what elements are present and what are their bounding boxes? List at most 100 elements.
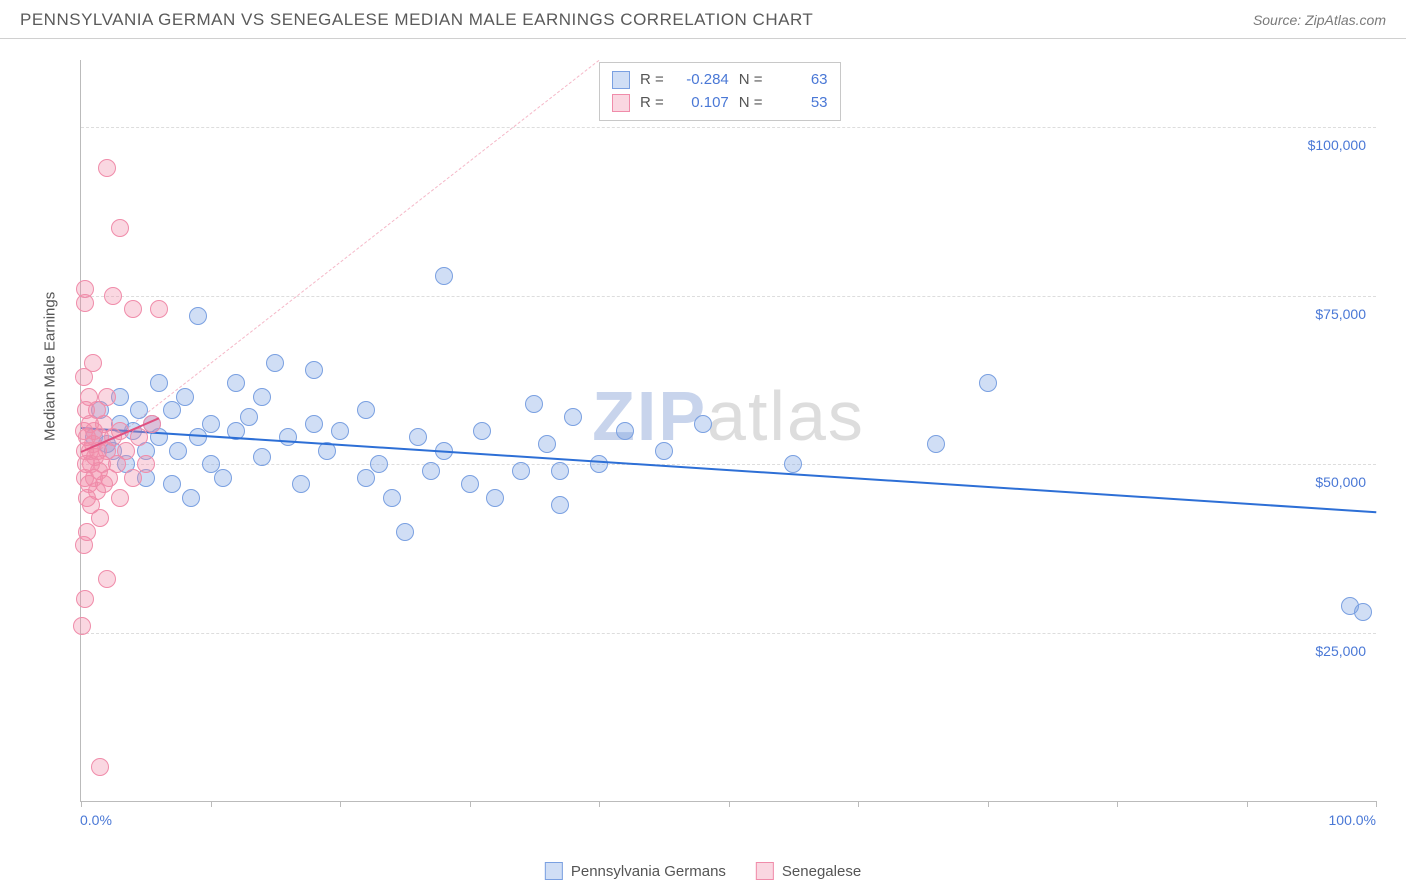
y-tick-label: $25,000 xyxy=(1315,643,1366,659)
data-point xyxy=(473,422,491,440)
x-tick xyxy=(599,801,600,807)
data-point xyxy=(266,354,284,372)
trend-line xyxy=(81,427,1376,513)
data-point xyxy=(163,401,181,419)
data-point xyxy=(655,442,673,460)
data-point xyxy=(104,287,122,305)
data-point xyxy=(111,219,129,237)
y-axis-title: Median Male Earnings xyxy=(42,292,59,441)
data-point xyxy=(253,448,271,466)
data-point xyxy=(137,455,155,473)
legend-bottom: Pennsylvania Germans Senegalese xyxy=(545,862,861,880)
data-point xyxy=(564,408,582,426)
data-point xyxy=(75,368,93,386)
data-point xyxy=(927,435,945,453)
scatter-plot: ZIPatlas R = -0.284 N = 63 R = 0.107 N =… xyxy=(80,60,1376,802)
gridline-h xyxy=(81,464,1376,465)
y-tick-label: $100,000 xyxy=(1308,137,1366,153)
data-point xyxy=(202,415,220,433)
reference-dashed-line xyxy=(81,60,600,465)
data-point xyxy=(461,475,479,493)
data-point xyxy=(1354,603,1372,621)
watermark-part1: ZIP xyxy=(592,377,707,455)
data-point xyxy=(396,523,414,541)
chart-source: Source: ZipAtlas.com xyxy=(1253,12,1386,28)
data-point xyxy=(357,469,375,487)
legend-label-series2: Senegalese xyxy=(782,863,861,880)
y-tick-label: $75,000 xyxy=(1315,306,1366,322)
legend-label-series1: Pennsylvania Germans xyxy=(571,863,726,880)
data-point xyxy=(163,475,181,493)
data-point xyxy=(694,415,712,433)
data-point xyxy=(189,428,207,446)
data-point xyxy=(176,388,194,406)
legend-swatch-series1 xyxy=(545,862,563,880)
y-tick-label: $50,000 xyxy=(1315,474,1366,490)
data-point xyxy=(357,401,375,419)
data-point xyxy=(551,496,569,514)
data-point xyxy=(117,442,135,460)
legend-item-series2: Senegalese xyxy=(756,862,861,880)
data-point xyxy=(305,361,323,379)
data-point xyxy=(98,388,116,406)
data-point xyxy=(169,442,187,460)
data-point xyxy=(331,422,349,440)
data-point xyxy=(214,469,232,487)
watermark-part2: atlas xyxy=(707,377,865,455)
data-point xyxy=(253,388,271,406)
x-tick xyxy=(340,801,341,807)
data-point xyxy=(98,570,116,588)
swatch-series2 xyxy=(612,94,630,112)
chart-area: Median Male Earnings ZIPatlas R = -0.284… xyxy=(50,50,1396,832)
x-tick xyxy=(988,801,989,807)
data-point xyxy=(124,469,142,487)
n-label-2: N = xyxy=(739,92,763,115)
r-value-1: -0.284 xyxy=(674,69,729,92)
x-tick xyxy=(729,801,730,807)
data-point xyxy=(292,475,310,493)
data-point xyxy=(150,300,168,318)
data-point xyxy=(512,462,530,480)
r-label-2: R = xyxy=(640,92,664,115)
legend-swatch-series2 xyxy=(756,862,774,880)
data-point xyxy=(422,462,440,480)
data-point xyxy=(150,374,168,392)
data-point xyxy=(486,489,504,507)
data-point xyxy=(616,422,634,440)
data-point xyxy=(182,489,200,507)
data-point xyxy=(590,455,608,473)
stats-row-series1: R = -0.284 N = 63 xyxy=(612,69,828,92)
chart-header: PENNSYLVANIA GERMAN VS SENEGALESE MEDIAN… xyxy=(0,0,1406,39)
gridline-h xyxy=(81,296,1376,297)
x-tick xyxy=(81,801,82,807)
data-point xyxy=(130,428,148,446)
data-point xyxy=(409,428,427,446)
x-tick xyxy=(1376,801,1377,807)
data-point xyxy=(227,374,245,392)
x-tick xyxy=(211,801,212,807)
data-point xyxy=(279,428,297,446)
data-point xyxy=(305,415,323,433)
data-point xyxy=(240,408,258,426)
data-point xyxy=(189,307,207,325)
data-point xyxy=(75,536,93,554)
data-point xyxy=(551,462,569,480)
x-tick xyxy=(1117,801,1118,807)
watermark: ZIPatlas xyxy=(592,376,865,456)
data-point xyxy=(784,455,802,473)
x-tick xyxy=(858,801,859,807)
data-point xyxy=(111,489,129,507)
data-point xyxy=(124,300,142,318)
data-point xyxy=(91,758,109,776)
data-point xyxy=(538,435,556,453)
data-point xyxy=(73,617,91,635)
x-axis-min-label: 0.0% xyxy=(80,812,112,828)
r-value-2: 0.107 xyxy=(674,92,729,115)
data-point xyxy=(525,395,543,413)
data-point xyxy=(979,374,997,392)
data-point xyxy=(383,489,401,507)
x-axis-max-label: 100.0% xyxy=(1329,812,1376,828)
n-label-1: N = xyxy=(739,69,763,92)
chart-title: PENNSYLVANIA GERMAN VS SENEGALESE MEDIAN… xyxy=(20,10,813,30)
legend-item-series1: Pennsylvania Germans xyxy=(545,862,726,880)
